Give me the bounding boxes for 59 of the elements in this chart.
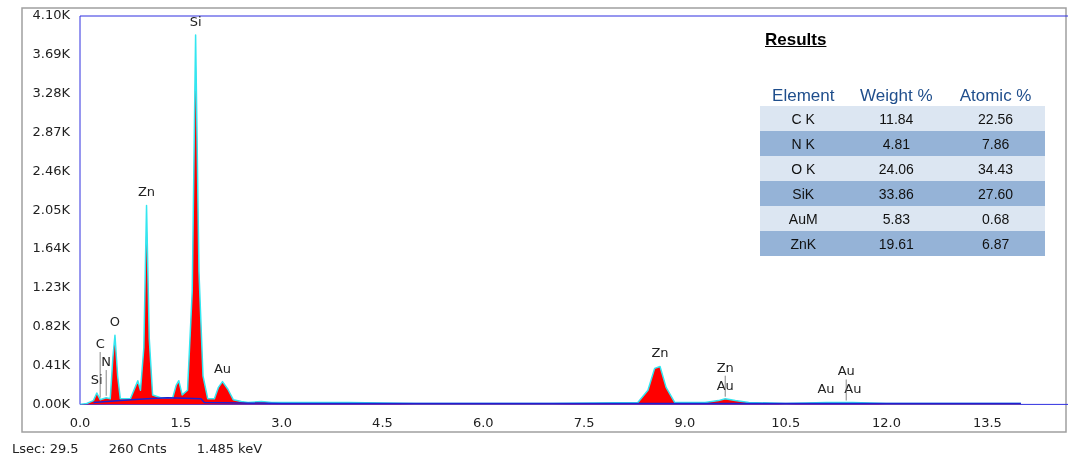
y-tick-label: 0.00K — [32, 395, 71, 411]
data-label: 34.43 — [946, 156, 1045, 181]
y-tick-label: 3.28K — [32, 85, 71, 101]
annotation: Au — [844, 381, 862, 397]
category-label: C K — [760, 106, 847, 131]
annotation: Results — [765, 30, 827, 50]
annotation: Zn — [716, 359, 734, 375]
annotation: Au — [817, 381, 835, 397]
x-tick-label: 10.5 — [771, 414, 801, 430]
x-tick-label: 6.0 — [472, 414, 494, 430]
x-tick-label: 12.0 — [872, 414, 902, 430]
annotation: Au — [716, 377, 734, 393]
annotation: Si — [189, 13, 202, 29]
data-label: 5.83 — [846, 206, 947, 231]
data-label: 19.61 — [846, 231, 947, 256]
annotation: Si — [90, 371, 103, 387]
category-label: N K — [760, 131, 847, 156]
data-label: 4.81 — [846, 131, 947, 156]
y-tick-label: 2.05K — [32, 201, 71, 217]
annotation: Zn — [137, 184, 156, 200]
data-label: 11.84 — [846, 106, 947, 131]
data-label: 22.56 — [946, 106, 1045, 131]
y-tick-label: 2.87K — [32, 123, 71, 139]
text: 1.485 keV — [196, 441, 263, 456]
x-tick-label: 9.0 — [674, 414, 696, 430]
x-tick-label: 7.5 — [573, 414, 595, 430]
data-label: 6.87 — [946, 231, 1045, 256]
annotation: Au — [213, 360, 232, 376]
data-label: 0.68 — [946, 206, 1045, 231]
x-tick-label: 3.0 — [271, 414, 292, 430]
y-tick-label: 0.82K — [32, 318, 71, 334]
y-tick-label: 1.23K — [32, 279, 71, 295]
y-tick-label: 0.41K — [32, 356, 71, 372]
category-label: SiK — [760, 181, 847, 206]
x-tick-label: 4.5 — [372, 414, 393, 430]
series-label: Atomic % — [958, 86, 1033, 106]
y-tick-label: 4.10K — [32, 7, 71, 23]
category-label: ZnK — [760, 231, 847, 256]
text: 260 Cnts — [108, 441, 167, 456]
series-label: Weight % — [859, 86, 934, 106]
annotation: N — [101, 353, 112, 369]
annotation: Zn — [651, 345, 669, 361]
y-tick-label: 1.64K — [32, 240, 71, 256]
y-tick-label: 3.69K — [32, 46, 71, 62]
text: Element — [771, 86, 836, 106]
data-label: 27.60 — [946, 181, 1045, 206]
data-label: 7.86 — [946, 131, 1045, 156]
x-tick-label: 13.5 — [972, 414, 1002, 430]
annotation: O — [109, 314, 121, 330]
x-tick-label: 0.0 — [69, 414, 91, 430]
data-label: 33.86 — [846, 181, 947, 206]
annotation: Au — [837, 363, 855, 379]
text: Lsec: 29.5 — [12, 441, 79, 456]
y-tick-label: 2.46K — [32, 162, 71, 178]
category-label: AuM — [760, 206, 847, 231]
x-tick-label: 1.5 — [170, 414, 192, 430]
data-label: 24.06 — [846, 156, 947, 181]
category-label: O K — [760, 156, 847, 181]
annotation: C — [95, 335, 105, 351]
